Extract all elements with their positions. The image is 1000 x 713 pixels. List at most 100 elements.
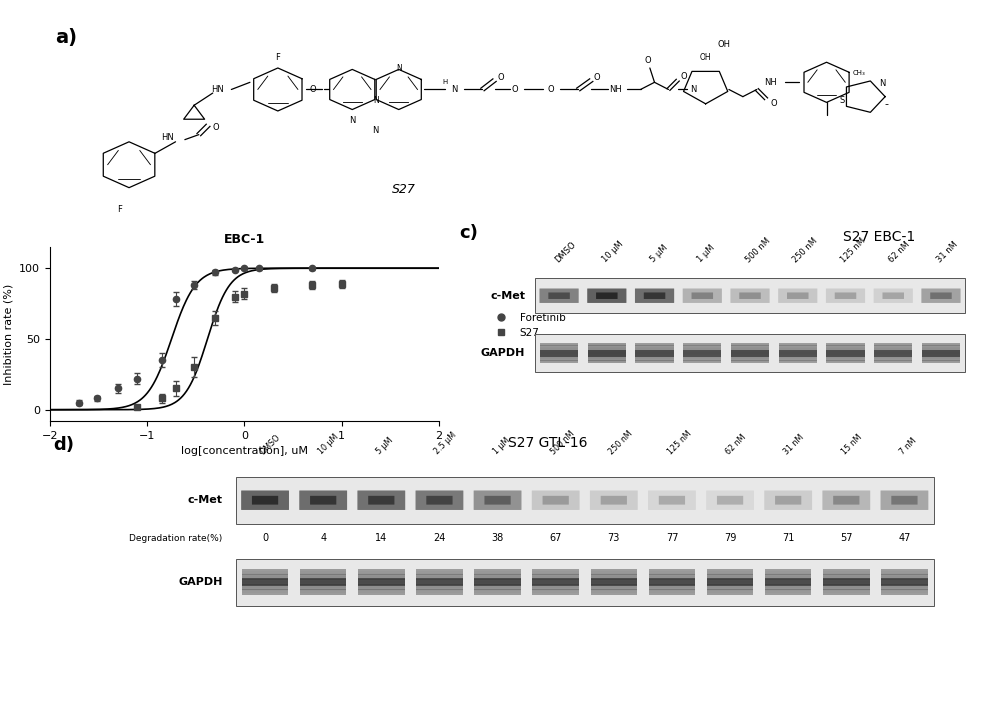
Bar [731, 345, 769, 347]
Text: NH: NH [764, 78, 777, 87]
Text: S: S [840, 96, 845, 105]
Bar [635, 349, 674, 356]
Bar [731, 358, 769, 359]
Text: c-Met: c-Met [188, 496, 223, 506]
Text: O: O [645, 56, 651, 66]
Bar [765, 593, 811, 595]
Bar [707, 573, 753, 575]
Bar [242, 583, 288, 585]
Bar [635, 344, 674, 346]
Bar [881, 573, 928, 575]
FancyBboxPatch shape [548, 292, 570, 299]
Bar [242, 573, 288, 575]
Bar [826, 343, 865, 344]
Text: 10 μM: 10 μM [600, 240, 625, 265]
Bar [707, 589, 753, 591]
Bar [474, 583, 521, 585]
FancyBboxPatch shape [739, 292, 761, 299]
Bar [591, 579, 637, 581]
Bar [826, 358, 865, 359]
Bar [588, 360, 626, 362]
Bar [635, 355, 674, 356]
Bar [300, 584, 346, 586]
FancyBboxPatch shape [539, 289, 579, 303]
Bar [649, 591, 695, 593]
Bar [416, 578, 463, 580]
Bar [874, 347, 912, 349]
FancyBboxPatch shape [252, 496, 278, 505]
Bar [532, 593, 579, 595]
Title: EBC-1: EBC-1 [224, 233, 265, 246]
Bar [532, 571, 579, 573]
Bar [635, 343, 674, 344]
Bar [591, 588, 637, 590]
Bar [591, 586, 637, 588]
Text: 1 μM: 1 μM [696, 244, 717, 265]
Text: c-Met: c-Met [490, 291, 525, 301]
Bar [416, 593, 463, 595]
Bar [358, 586, 405, 588]
Bar [707, 588, 753, 590]
Bar [765, 576, 811, 578]
Bar [731, 360, 769, 362]
Bar [649, 571, 695, 573]
Bar [474, 581, 521, 583]
Bar [826, 347, 865, 349]
Bar [588, 348, 626, 350]
Bar [591, 576, 637, 578]
Bar [635, 360, 674, 362]
FancyBboxPatch shape [930, 292, 952, 299]
Text: O: O [594, 73, 600, 82]
Bar [683, 361, 721, 363]
Bar [236, 558, 934, 605]
Bar [300, 583, 346, 585]
Bar [874, 361, 912, 363]
Text: c): c) [459, 224, 478, 242]
Bar [358, 583, 405, 585]
Bar [765, 579, 811, 581]
Text: 4: 4 [320, 533, 326, 543]
Bar [649, 586, 695, 588]
Bar [635, 348, 674, 350]
Bar [765, 581, 811, 583]
Bar [922, 356, 960, 358]
Bar [731, 349, 769, 351]
Bar [588, 349, 626, 351]
Bar [416, 574, 463, 576]
Bar [826, 354, 865, 355]
Text: 500 nM: 500 nM [744, 236, 772, 265]
Bar [242, 571, 288, 573]
Bar [707, 581, 753, 583]
Bar [881, 569, 928, 571]
Text: 0: 0 [262, 533, 268, 543]
Bar [532, 569, 579, 571]
Bar [540, 351, 578, 352]
Text: O: O [212, 123, 219, 132]
Bar [922, 351, 960, 352]
Bar [779, 355, 817, 356]
FancyBboxPatch shape [416, 491, 463, 510]
Bar [874, 349, 912, 356]
Bar [474, 574, 521, 576]
Bar [532, 574, 579, 576]
Bar [242, 586, 288, 588]
Bar [881, 586, 928, 588]
FancyBboxPatch shape [874, 289, 913, 303]
Bar [765, 591, 811, 593]
Bar [823, 578, 870, 580]
Bar [540, 355, 578, 356]
Bar [922, 352, 960, 354]
Bar [358, 589, 405, 591]
Bar [474, 584, 521, 586]
Bar [922, 361, 960, 363]
Bar [779, 358, 817, 359]
Bar [779, 347, 817, 349]
Bar [683, 356, 721, 358]
Bar [540, 347, 578, 349]
Bar [540, 354, 578, 355]
Text: NH: NH [609, 85, 622, 94]
Bar [922, 360, 960, 362]
Bar [416, 584, 463, 586]
Bar [649, 588, 695, 590]
Bar [823, 591, 870, 593]
